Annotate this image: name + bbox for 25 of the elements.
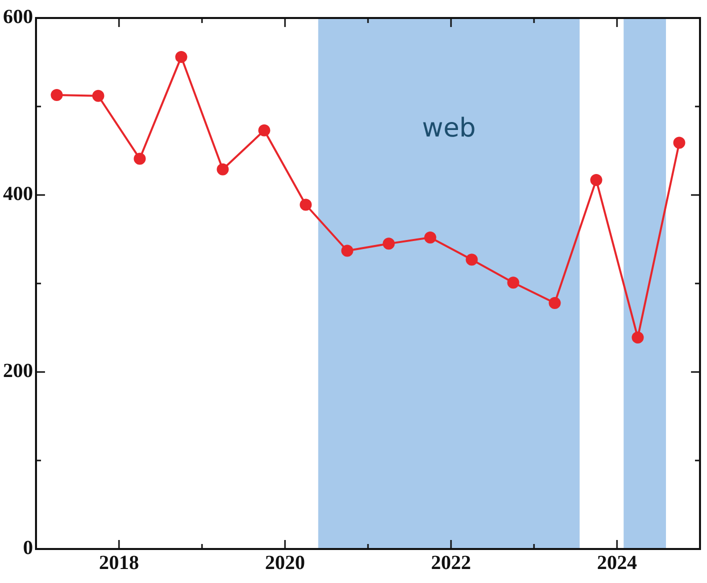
point (548, 296, 561, 309)
x-tick-label: 2024 (597, 552, 637, 574)
point (507, 276, 520, 289)
point (175, 50, 188, 63)
x-tick-label: 2022 (431, 552, 471, 574)
y-tick-label: 400 (3, 183, 33, 206)
point (673, 136, 686, 149)
point (341, 244, 354, 257)
point (258, 124, 270, 136)
x-tick-label: 2020 (265, 552, 305, 574)
point (424, 231, 436, 244)
point (50, 88, 63, 101)
y-tick-label: 200 (3, 360, 33, 382)
point (632, 331, 644, 344)
y-tick-label: 0 (23, 537, 33, 560)
x-tick-label: 2018 (99, 552, 139, 574)
y-tick-label: 600 (3, 6, 33, 28)
point (216, 163, 229, 176)
point (382, 238, 395, 250)
point (590, 174, 602, 186)
point (134, 152, 146, 165)
point (466, 254, 478, 266)
point (92, 90, 104, 102)
point (300, 198, 312, 211)
band-label: web (422, 113, 476, 144)
